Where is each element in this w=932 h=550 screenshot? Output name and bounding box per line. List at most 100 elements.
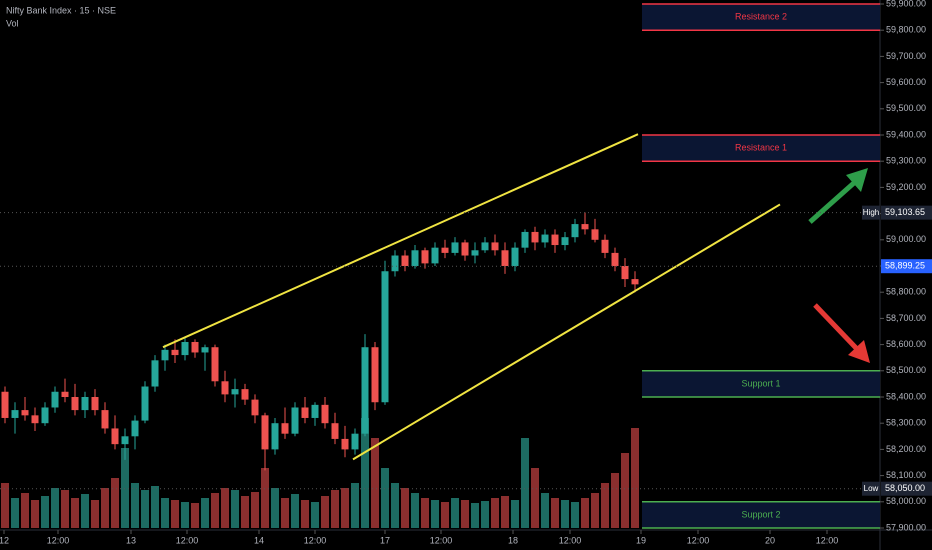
x-tick-label: 12:00	[176, 535, 199, 545]
price-label-box	[881, 481, 932, 496]
y-tick-label: 59,700.00	[886, 51, 926, 61]
zone-label: Support 2	[741, 509, 780, 519]
volume-bar	[291, 494, 299, 528]
volume-bar	[471, 503, 479, 528]
volume-bar	[241, 496, 249, 528]
volume-bar	[61, 490, 69, 528]
candle-body	[611, 252, 619, 266]
volume-bar	[161, 498, 169, 528]
y-tick-label: 58,400.00	[886, 391, 926, 401]
volume-bar	[311, 502, 319, 528]
volume-bar	[371, 438, 379, 528]
volume-bar	[41, 496, 49, 528]
volume-bar	[321, 496, 329, 528]
volume-bar	[631, 428, 639, 528]
volume-bar	[531, 468, 539, 528]
x-tick-label: 12:00	[559, 535, 582, 545]
price-label: 58,050.00	[885, 483, 925, 493]
candle-body	[231, 389, 239, 395]
chart-title: Nifty Bank Index · 15 · NSE	[6, 5, 116, 15]
volume-bar	[51, 488, 59, 528]
candle-body	[411, 250, 419, 266]
volume-bar	[391, 483, 399, 528]
y-tick-label: 58,500.00	[886, 365, 926, 375]
candle-body	[291, 407, 299, 434]
volume-bar	[211, 493, 219, 528]
volume-label: Vol	[6, 18, 19, 28]
volume-bar	[501, 496, 509, 528]
zone	[642, 501, 880, 528]
candle-body	[251, 399, 259, 416]
volume-bar	[451, 498, 459, 528]
candle-body	[111, 428, 119, 445]
candle-body	[401, 255, 409, 266]
x-tick-label: 20	[765, 535, 775, 545]
y-tick-label: 57,900.00	[886, 522, 926, 532]
marker-name-box	[862, 481, 880, 496]
volume-bar	[381, 468, 389, 528]
candle-body	[1, 391, 9, 418]
y-tick-label: 58,700.00	[886, 313, 926, 323]
candle-body	[201, 347, 209, 353]
volume-bar	[251, 492, 259, 528]
candle-body	[541, 234, 549, 243]
volume-bar	[571, 502, 579, 528]
candle-body	[471, 250, 479, 256]
x-tick-label: 12:00	[816, 535, 839, 545]
volume-bar	[21, 493, 29, 528]
volume-bar	[481, 501, 489, 528]
volume-bar	[101, 488, 109, 528]
volume-bar	[441, 502, 449, 528]
volume-bar	[551, 498, 559, 528]
volume-bar	[131, 483, 139, 528]
volume-bar	[401, 488, 409, 528]
candle-body	[261, 415, 269, 450]
candle-body	[351, 433, 359, 450]
candle-body	[11, 410, 19, 418]
candle-body	[81, 397, 89, 411]
volume-bar	[561, 500, 569, 528]
x-tick-label: 12:00	[430, 535, 453, 545]
candle-body	[61, 391, 69, 397]
volume-bar	[11, 498, 19, 528]
volume-bar	[231, 490, 239, 528]
candle-body	[301, 407, 309, 418]
volume-bar	[171, 500, 179, 528]
volume-bar	[181, 502, 189, 528]
volume-bar	[81, 494, 89, 528]
y-tick-label: 59,500.00	[886, 103, 926, 113]
candle-body	[371, 347, 379, 403]
price-label: 59,103.65	[885, 207, 925, 217]
candle-body	[501, 250, 509, 266]
trendline	[352, 203, 781, 461]
zone	[642, 370, 880, 397]
candle-body	[391, 255, 399, 272]
candle-body	[71, 397, 79, 411]
y-tick-label: 58,600.00	[886, 339, 926, 349]
candle-body	[521, 231, 529, 248]
candle-body	[141, 386, 149, 421]
candle-body	[481, 242, 489, 251]
candle-body	[491, 242, 499, 251]
x-tick-label: 12:00	[47, 535, 70, 545]
volume-bar	[301, 500, 309, 528]
x-tick-label: 18	[508, 535, 518, 545]
y-tick-label: 59,300.00	[886, 156, 926, 166]
x-tick-label: 13	[126, 535, 136, 545]
candle-body	[311, 404, 319, 418]
candle-body	[121, 436, 129, 445]
candle-body	[271, 423, 279, 450]
candle-body	[41, 407, 49, 424]
volume-bar	[511, 500, 519, 528]
volume-bar	[271, 488, 279, 528]
marker-name: High	[863, 208, 879, 217]
zone-label: Support 1	[741, 378, 780, 388]
volume-bar	[431, 500, 439, 528]
candle-body	[211, 347, 219, 382]
y-tick-label: 58,200.00	[886, 444, 926, 454]
volume-bar	[151, 486, 159, 528]
volume-bar	[601, 483, 609, 528]
marker-name: Low	[864, 484, 879, 493]
